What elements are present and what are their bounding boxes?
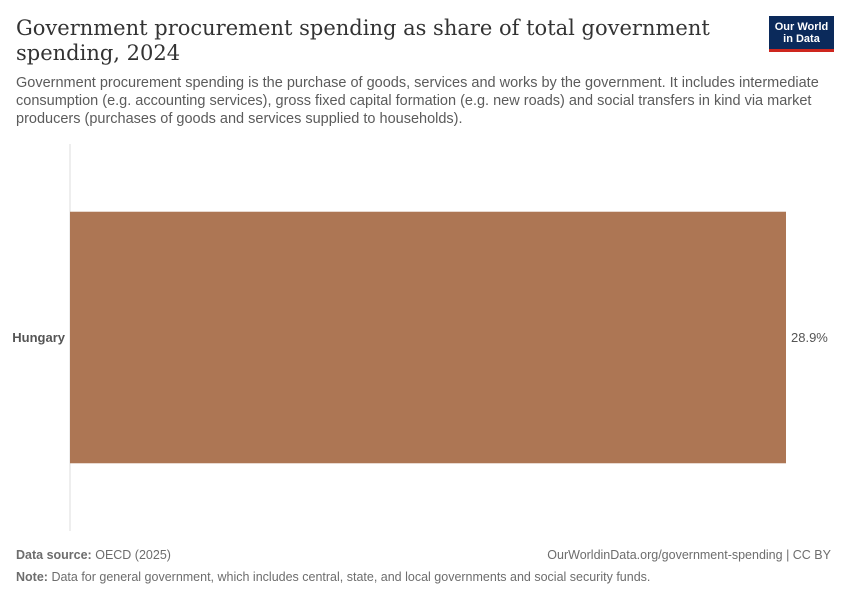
chart-title: Government procurement spending as share… (16, 16, 710, 65)
owid-logo[interactable]: Our World in Data (769, 16, 834, 52)
logo-line-2: in Data (783, 33, 820, 45)
note-text: Data for general government, which inclu… (51, 570, 651, 584)
chart-subtitle: Government procurement spending is the p… (16, 75, 819, 127)
bar-hungary[interactable] (70, 211, 786, 464)
data-source-label: Data source: (16, 548, 92, 562)
data-source: Data source: OECD (2025) (16, 548, 171, 562)
note-label: Note: (16, 570, 48, 584)
bar-chart: Hungary 28.9% (12, 144, 828, 531)
source-url[interactable]: OurWorldinData.org/government-spending |… (547, 548, 831, 562)
data-source-value[interactable]: OECD (2025) (95, 548, 171, 562)
category-label[interactable]: Hungary (12, 330, 66, 345)
value-label: 28.9% (791, 330, 828, 345)
chart-note: Note: Data for general government, which… (16, 570, 650, 584)
logo-line-1: Our World (774, 21, 829, 33)
